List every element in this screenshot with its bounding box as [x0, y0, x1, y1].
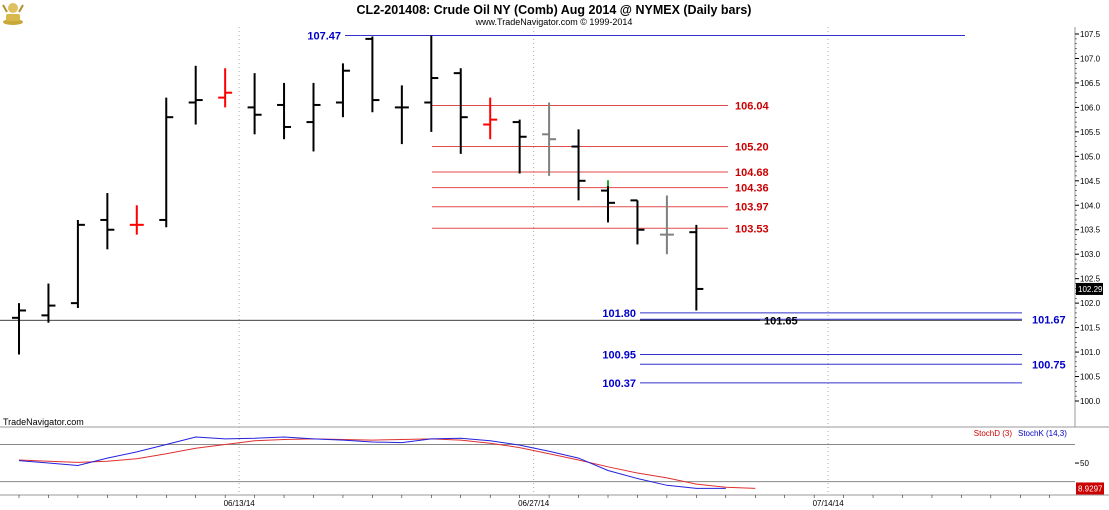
date-tick-label: 06/13/14	[224, 499, 256, 508]
price-tick-label: 104.0	[1080, 201, 1101, 210]
ohlc-bar	[159, 97, 174, 228]
ohlc-bar	[659, 195, 674, 255]
price-tick-label: 101.5	[1080, 324, 1101, 333]
price-level-label: 103.53	[735, 223, 769, 235]
price-tick-label: 101.0	[1080, 348, 1101, 357]
ohlc-bar	[129, 205, 144, 235]
ohlc-bar	[512, 119, 527, 174]
price-tick-label: 105.5	[1080, 128, 1101, 137]
price-level-label: 105.20	[735, 142, 769, 154]
stoch-last-value-label: 8.9297	[1078, 484, 1103, 493]
last-price-box	[1076, 282, 1103, 295]
ohlc-bar	[601, 180, 615, 223]
stoch-series-line	[18, 436, 726, 489]
price-panel-background	[0, 27, 1075, 427]
stoch-last-value-box	[1076, 482, 1104, 495]
chart-title: CL2-201408: Crude Oil NY (Comb) Aug 2014…	[357, 3, 752, 17]
date-axis: 06/13/14 06/27/14 07/14/14	[18, 495, 1050, 508]
price-tick-label: 107.0	[1080, 54, 1101, 63]
ohlc-bar	[188, 65, 203, 125]
ohlc-bar	[335, 63, 350, 118]
stoch-legend-d: StochD (3)	[974, 429, 1013, 438]
price-level-label: 107.47	[307, 30, 341, 42]
price-tick-label: 100.5	[1080, 373, 1101, 382]
price-tick-label: 102.0	[1080, 299, 1101, 308]
ohlc-bars	[12, 35, 704, 355]
price-tick-label: 106.5	[1080, 79, 1101, 88]
last-price-label: 102.29	[1078, 285, 1103, 294]
ohlc-bar	[277, 82, 292, 140]
price-level-label: 101.80	[602, 308, 636, 320]
price-level-label: 100.75	[1032, 359, 1066, 371]
price-level-label: 100.95	[602, 350, 636, 362]
trader-statue-logo-icon	[2, 3, 24, 25]
price-tick-label: 107.5	[1080, 30, 1101, 39]
stochastic-panel: 50 8.9297	[0, 436, 1104, 495]
stoch-tick-label: 50	[1080, 459, 1089, 468]
stoch-legend-k: StochK (14,3)	[1018, 429, 1067, 438]
date-tick-label: 07/14/14	[813, 499, 845, 508]
ohlc-bar	[41, 283, 56, 323]
date-tick-label: 06/27/14	[518, 499, 550, 508]
price-level-label: 106.04	[735, 100, 770, 112]
ohlc-bar	[542, 102, 557, 176]
watermark: TradeNavigator.com	[3, 417, 84, 427]
ohlc-bar	[218, 68, 233, 108]
app-logo	[2, 3, 24, 25]
ohlc-bar	[630, 199, 645, 245]
last-price-marker: 102.29	[1076, 282, 1103, 295]
price-levels: 107.47 106.04 105.20 104.68 104.36 103.97 103.…	[307, 30, 1065, 389]
ohlc-bar	[394, 85, 409, 145]
ohlc-bar	[424, 35, 439, 132]
ohlc-bar	[689, 224, 704, 311]
price-axis: 100.0 100.5 101.0 101.5 102.0 102.5 103.0 103.5…	[1075, 30, 1101, 406]
ohlc-bar	[453, 68, 468, 154]
price-tick-label: 104.5	[1080, 177, 1101, 186]
price-level-label: 101.65	[764, 315, 798, 327]
ohlc-bar	[571, 129, 586, 201]
price-tick-label: 100.0	[1080, 397, 1101, 406]
price-axis-background	[1075, 27, 1109, 427]
stoch-series-line	[18, 438, 756, 489]
price-tick-label: 106.0	[1080, 103, 1101, 112]
stochastic-legend: StochD (3) StochK (14,3)	[974, 429, 1067, 438]
price-tick-label: 105.0	[1080, 152, 1101, 161]
price-level-label: 104.36	[735, 183, 769, 195]
price-level-label: 104.68	[735, 167, 769, 179]
price-level-label: 100.37	[602, 378, 636, 390]
price-tick-label: 103.5	[1080, 226, 1101, 235]
price-level-label: 101.67	[1032, 314, 1066, 326]
ohlc-bar	[306, 82, 321, 152]
ohlc-bar	[365, 36, 380, 113]
ohlc-bar	[70, 219, 85, 309]
price-tick-label: 103.0	[1080, 250, 1101, 259]
ohlc-bar	[483, 97, 498, 140]
ohlc-bar	[100, 193, 115, 250]
price-tick-label: 102.5	[1080, 275, 1101, 284]
price-level-label: 103.97	[735, 202, 769, 214]
ohlc-bar	[247, 73, 262, 135]
chart-subtitle: www.TradeNavigator.com © 1999-2014	[475, 17, 633, 27]
ohlc-bar	[12, 303, 26, 355]
